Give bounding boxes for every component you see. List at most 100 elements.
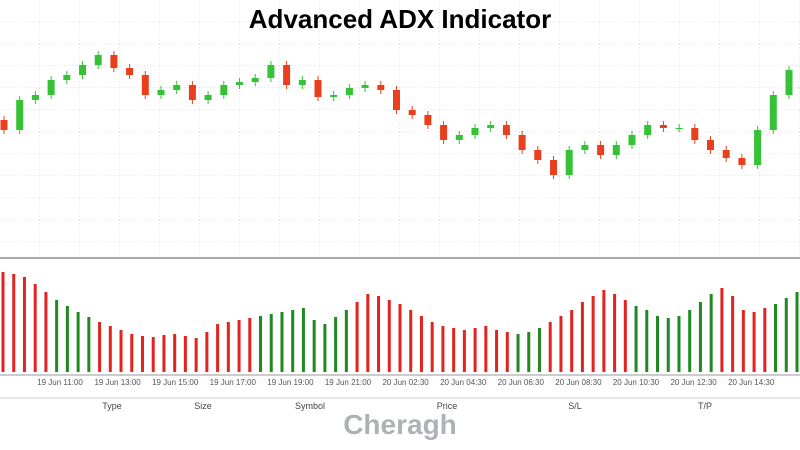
adx-bar <box>720 288 724 372</box>
candle-body <box>487 125 495 128</box>
adx-bar <box>98 322 102 372</box>
adx-bar <box>366 294 370 372</box>
candle-body <box>236 82 243 85</box>
candle-body <box>644 125 652 135</box>
adx-bar <box>570 310 574 372</box>
adx-bar <box>741 310 745 372</box>
candle-body <box>0 120 8 130</box>
adx-bar <box>484 326 488 372</box>
candle-body <box>110 55 118 68</box>
candle-body <box>550 160 557 175</box>
adx-bar <box>409 310 413 372</box>
adx-bar <box>666 318 670 372</box>
adx-bar <box>602 290 606 372</box>
adx-bar <box>527 332 531 372</box>
adx-bar <box>495 330 499 372</box>
candle-body <box>126 68 134 75</box>
time-label: 19 Jun 15:00 <box>152 378 199 387</box>
adx-bar <box>677 316 681 372</box>
candle-body <box>220 85 228 95</box>
adx-bar <box>216 324 220 372</box>
candle-body <box>47 80 55 95</box>
price-grid <box>0 0 800 255</box>
footer-column: S/L <box>568 401 582 411</box>
footer-column: Symbol <box>295 401 325 411</box>
adx-bar <box>183 336 187 372</box>
candle-body <box>722 150 730 158</box>
footer-column: T/P <box>698 401 712 411</box>
candle-body <box>393 90 400 110</box>
adx-bar <box>237 320 241 372</box>
time-label: 19 Jun 21:00 <box>325 378 372 387</box>
candle-body <box>267 65 275 78</box>
adx-bar <box>559 316 563 372</box>
time-label: 19 Jun 13:00 <box>94 378 141 387</box>
candle-body <box>612 145 620 155</box>
adx-bar <box>377 296 381 372</box>
adx-bar <box>709 294 713 372</box>
candle-body <box>94 55 102 65</box>
adx-bar <box>301 308 305 372</box>
candle-body <box>173 85 181 90</box>
candle-body <box>738 158 746 165</box>
adx-bar <box>462 330 466 372</box>
candle-body <box>408 110 416 115</box>
time-label: 20 Jun 08:30 <box>555 378 602 387</box>
adx-bar <box>140 336 144 372</box>
footer-column: Type <box>102 401 122 411</box>
adx-bar <box>344 310 348 372</box>
time-label: 20 Jun 04:30 <box>440 378 487 387</box>
adx-bar <box>119 330 123 372</box>
adx-bar <box>441 326 445 372</box>
adx-bar <box>291 310 295 372</box>
adx-bar <box>205 332 209 372</box>
adx-bar <box>656 316 660 372</box>
adx-bar <box>33 284 37 372</box>
adx-bar <box>355 302 359 372</box>
candle-body <box>675 128 683 129</box>
candle-body <box>16 100 24 130</box>
adx-bar <box>763 308 767 372</box>
adx-bar <box>452 328 456 372</box>
candle-body <box>330 95 338 97</box>
candle-body <box>424 115 432 125</box>
adx-bar <box>280 312 284 372</box>
candle-body <box>361 85 369 88</box>
adx-bar <box>752 312 756 372</box>
candle-body <box>314 80 322 97</box>
adx-bar <box>44 292 48 372</box>
adx-bar <box>130 334 134 372</box>
time-label: 19 Jun 11:00 <box>37 378 83 387</box>
adx-bar <box>774 304 778 372</box>
adx-bar <box>151 337 155 372</box>
adx-bar <box>323 324 327 372</box>
adx-bar <box>591 296 595 372</box>
adx-bar <box>22 277 26 372</box>
candle-body <box>79 65 86 75</box>
time-label: 20 Jun 14:30 <box>728 378 775 387</box>
adx-bar <box>55 300 59 372</box>
adx-bar <box>65 306 69 372</box>
time-label: 20 Jun 10:30 <box>613 378 660 387</box>
time-label: 20 Jun 02:30 <box>382 378 429 387</box>
adx-bar <box>698 302 702 372</box>
candle-body <box>707 140 714 150</box>
adx-bar <box>516 334 520 372</box>
candle-body <box>31 95 39 100</box>
adx-bar <box>226 322 230 372</box>
candle-body <box>204 95 212 100</box>
adx-bar <box>194 338 198 372</box>
time-label: 20 Jun 06:30 <box>498 378 545 387</box>
footer-column: Size <box>194 401 212 411</box>
adx-bar <box>505 332 509 372</box>
adx-bar <box>537 328 541 372</box>
candle-body <box>63 75 71 80</box>
time-label: 19 Jun 19:00 <box>267 378 314 387</box>
candle-body <box>597 145 605 155</box>
adx-bar <box>269 314 273 372</box>
adx-bar <box>387 300 391 372</box>
candle-body <box>471 128 479 135</box>
candle-body <box>377 85 385 90</box>
candle-body <box>141 75 149 95</box>
